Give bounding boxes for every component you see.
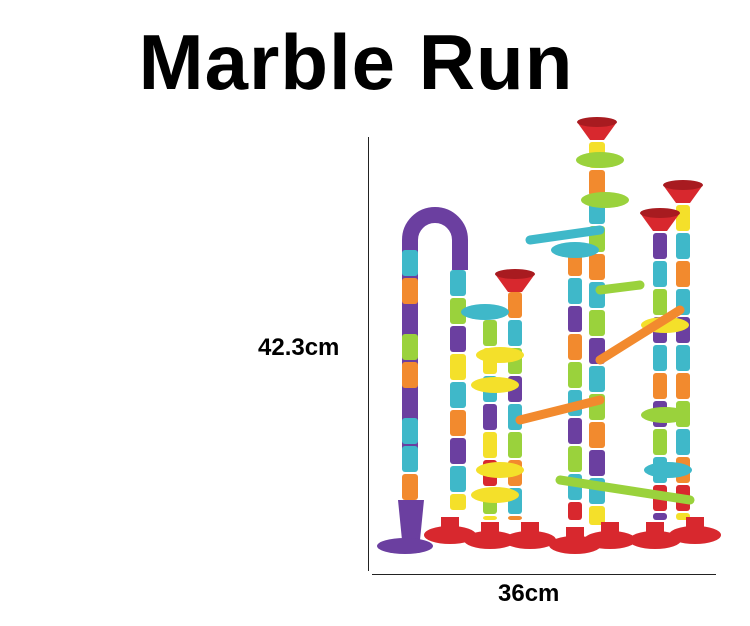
tube-segment xyxy=(508,292,522,318)
tube-segment xyxy=(653,289,667,315)
base-post xyxy=(521,522,539,538)
base-post xyxy=(481,522,499,538)
tube-segment xyxy=(676,233,690,259)
tube-segment xyxy=(568,306,582,332)
tube-segment xyxy=(402,278,418,304)
tube-segment xyxy=(676,373,690,399)
tube-segment xyxy=(589,366,605,392)
tube-segment xyxy=(508,320,522,346)
tube-segment xyxy=(483,404,497,430)
spiral-dish xyxy=(461,304,509,320)
spiral-dish xyxy=(476,347,524,363)
tube-segment xyxy=(450,494,466,510)
tube-segment xyxy=(450,466,466,492)
spiral-dish xyxy=(476,462,524,478)
tube-segment xyxy=(568,278,582,304)
base-post xyxy=(601,522,619,538)
height-dimension-line xyxy=(368,137,369,571)
tube-segment xyxy=(653,345,667,371)
ramp xyxy=(595,280,645,295)
funnel-rim xyxy=(495,269,535,279)
tube-segment xyxy=(402,446,418,472)
base-post xyxy=(441,517,459,533)
tube-segment xyxy=(450,410,466,436)
tube-segment xyxy=(589,422,605,448)
tube-segment xyxy=(450,326,466,352)
tube-segment xyxy=(653,513,667,520)
funnel xyxy=(663,185,703,203)
tube-segment xyxy=(508,432,522,458)
tube-segment xyxy=(568,418,582,444)
tube-segment xyxy=(589,450,605,476)
spiral-dish xyxy=(581,192,629,208)
tube-segment xyxy=(450,382,466,408)
base-stand xyxy=(464,531,516,549)
width-label: 36cm xyxy=(498,580,560,607)
tube-segment xyxy=(653,373,667,399)
spiral-dish xyxy=(471,377,519,393)
spiral-dish xyxy=(551,242,599,258)
spiral-dish xyxy=(576,152,624,168)
tube-segment xyxy=(450,354,466,380)
ramp xyxy=(595,305,685,365)
tube-segment xyxy=(676,429,690,455)
tube-segment xyxy=(402,334,418,360)
tube-segment xyxy=(402,474,418,500)
funnel-rim xyxy=(663,180,703,190)
tube-segment xyxy=(568,502,582,520)
tube-segment xyxy=(568,334,582,360)
tube-segment xyxy=(483,432,497,458)
base-stand xyxy=(424,526,476,544)
ramp xyxy=(525,225,605,245)
tube-segment xyxy=(653,429,667,455)
tube-segment xyxy=(483,320,497,346)
tube-segment xyxy=(568,362,582,388)
spiral-dish xyxy=(644,462,692,478)
base-stand xyxy=(504,531,556,549)
tube-segment xyxy=(402,306,418,332)
funnel xyxy=(577,122,617,140)
arch-tube xyxy=(402,207,468,460)
tube-segment xyxy=(508,516,522,520)
tube-segment xyxy=(589,170,605,196)
tube-segment xyxy=(653,261,667,287)
base-post xyxy=(646,522,664,538)
funnel xyxy=(640,213,680,231)
tube-segment xyxy=(568,446,582,472)
product-title: Marble Run xyxy=(138,18,574,106)
ramp xyxy=(555,475,695,505)
funnel-rim xyxy=(577,117,617,127)
tube-segment xyxy=(402,250,418,276)
base-post xyxy=(566,527,584,543)
spiral-dish xyxy=(641,407,689,423)
tube-segment xyxy=(589,310,605,336)
tube-segment xyxy=(402,418,418,444)
tube-segment xyxy=(450,270,466,296)
tube-segment xyxy=(676,345,690,371)
ramp xyxy=(515,395,605,425)
funnel xyxy=(495,274,535,292)
tube-segment xyxy=(450,438,466,464)
funnel-rim xyxy=(640,208,680,218)
purple-base xyxy=(398,500,424,540)
height-label: 42.3cm xyxy=(258,334,340,361)
tube-segment xyxy=(676,261,690,287)
tube-segment xyxy=(402,390,418,416)
tube-segment xyxy=(589,254,605,280)
base-post xyxy=(686,517,704,533)
purple-base-foot xyxy=(377,538,433,554)
width-dimension-line xyxy=(372,574,716,575)
base-stand xyxy=(584,531,636,549)
tube-segment xyxy=(450,298,466,324)
tube-segment xyxy=(402,362,418,388)
tube-segment xyxy=(676,205,690,231)
tube-segment xyxy=(589,506,605,525)
base-stand xyxy=(629,531,681,549)
tube-segment xyxy=(653,233,667,259)
tube-segment xyxy=(483,516,497,520)
base-stand xyxy=(669,526,721,544)
spiral-dish xyxy=(471,487,519,503)
